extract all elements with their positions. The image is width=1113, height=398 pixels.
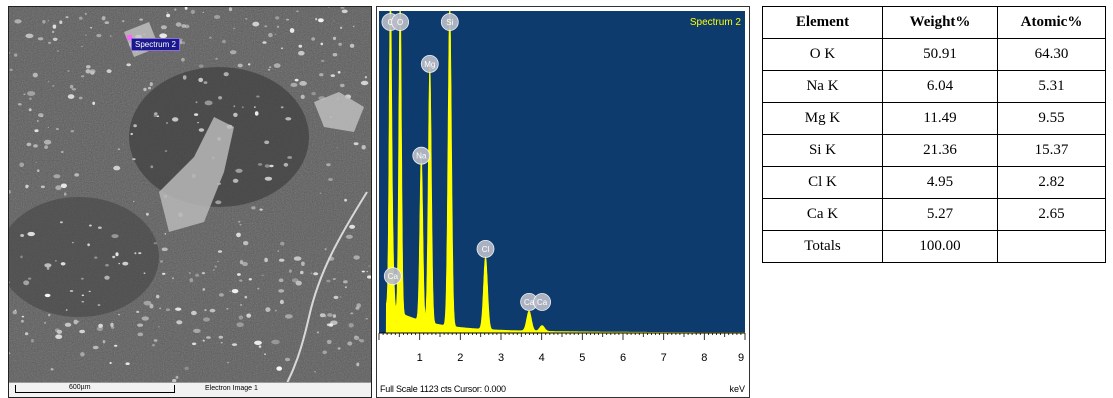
peak-label-text: Si [446,18,453,27]
cell-atomic: 9.55 [997,102,1106,135]
cell-weight: 50.91 [882,38,998,71]
peak-label-ca: Ca [383,267,402,286]
x-tick-label: 4 [539,352,545,364]
table-header-row: Element Weight% Atomic% [762,6,1106,39]
cell-element: Cl K [762,166,883,199]
peak-label-ca: Ca [533,293,552,311]
micrograph-dark-region [9,197,159,317]
table-row-totals: Totals 100.00 [762,230,1106,263]
table-row: Cl K 4.95 2.82 [762,166,1106,199]
peak-label-text: O [397,18,403,27]
peak-label-circle [440,13,459,31]
cell-element: O K [762,38,883,71]
peak-label-text: Na [416,152,427,161]
cell-element: Mg K [762,102,883,135]
cell-weight: 21.36 [882,134,998,167]
table-row: Ca K 5.27 2.65 [762,198,1106,231]
peak-label-text: Cl [482,245,490,254]
peak-label-text: Ca [524,298,535,307]
header-atomic: Atomic% [997,6,1106,39]
table-row: O K 50.91 64.30 [762,38,1106,71]
scale-bar [15,385,175,393]
cell-atomic: 64.30 [997,38,1106,71]
x-tick-label: 5 [579,352,585,364]
image-label: Electron Image 1 [205,385,258,392]
table-row: Si K 21.36 15.37 [762,134,1106,167]
x-tick-label: 8 [701,352,707,364]
x-tick-label: 2 [457,352,463,364]
x-tick-label: 3 [498,352,504,364]
cell-atomic: 15.37 [997,134,1106,167]
peak-label-circle [383,267,402,286]
peak-label-mg: Mg [420,55,439,73]
micrograph-particles [9,7,371,383]
table-row: Mg K 11.49 9.55 [762,102,1106,135]
composition-table: Element Weight% Atomic% O K 50.91 64.30 … [762,6,1106,263]
peak-label-o: O [391,13,410,31]
cell-weight: 100.00 [882,230,998,263]
scale-label: 600µm [69,384,91,391]
cell-element: Ca K [762,198,883,231]
peak-label-text: Ca [537,298,548,307]
peak-label-circle [476,239,495,258]
peak-label-circle [533,293,552,311]
peak-label-si: Si [440,13,459,31]
micrograph-grain-large [159,117,234,232]
peak-label-circle [420,55,439,73]
cell-atomic: 2.65 [997,198,1106,231]
header-weight: Weight% [882,6,998,39]
cell-weight: 5.27 [882,198,998,231]
electron-image: Spectrum 2 600µm Electron Image 1 [8,6,372,398]
cell-weight: 6.04 [882,70,998,103]
electron-micrograph [9,7,371,383]
x-tick-label: 1 [417,352,423,364]
x-axis-label: keV [729,384,745,394]
cell-atomic [997,230,1106,263]
peak-label-na: Na [412,146,431,165]
header-element: Element [762,6,883,39]
x-tick-label: 9 [738,352,744,364]
peak-label-cl: Cl [476,239,495,258]
cell-weight: 4.95 [882,166,998,199]
cell-atomic: 2.82 [997,166,1106,199]
spectrum-trace [383,10,746,334]
peak-label-ca: Ca [520,292,539,311]
peak-label-circle [391,13,410,31]
peak-label-text: Mg [424,60,435,69]
cell-atomic: 5.31 [997,70,1106,103]
micrograph-grain-large [314,92,364,132]
plot-background [379,11,745,333]
image-footer: 600µm Electron Image 1 [9,382,371,397]
x-tick-label: 7 [661,352,667,364]
spectrum-title: Spectrum 2 [690,17,742,28]
cell-weight: 11.49 [882,102,998,135]
peak-label-text: C [388,18,394,27]
micrograph-crack [286,191,368,383]
x-tick-label: 6 [620,352,626,364]
spectrum-tag: Spectrum 2 [131,38,180,51]
spectrum-marker [127,35,132,40]
peak-label-text: Ca [388,272,399,281]
cell-element: Totals [762,230,883,263]
cell-element: Si K [762,134,883,167]
cell-element: Na K [762,70,883,103]
spectrum-footer: Full Scale 1123 cts Cursor: 0.000 [380,384,506,394]
peak-label-circle [412,146,431,165]
table-row: Na K 6.04 5.31 [762,70,1106,103]
